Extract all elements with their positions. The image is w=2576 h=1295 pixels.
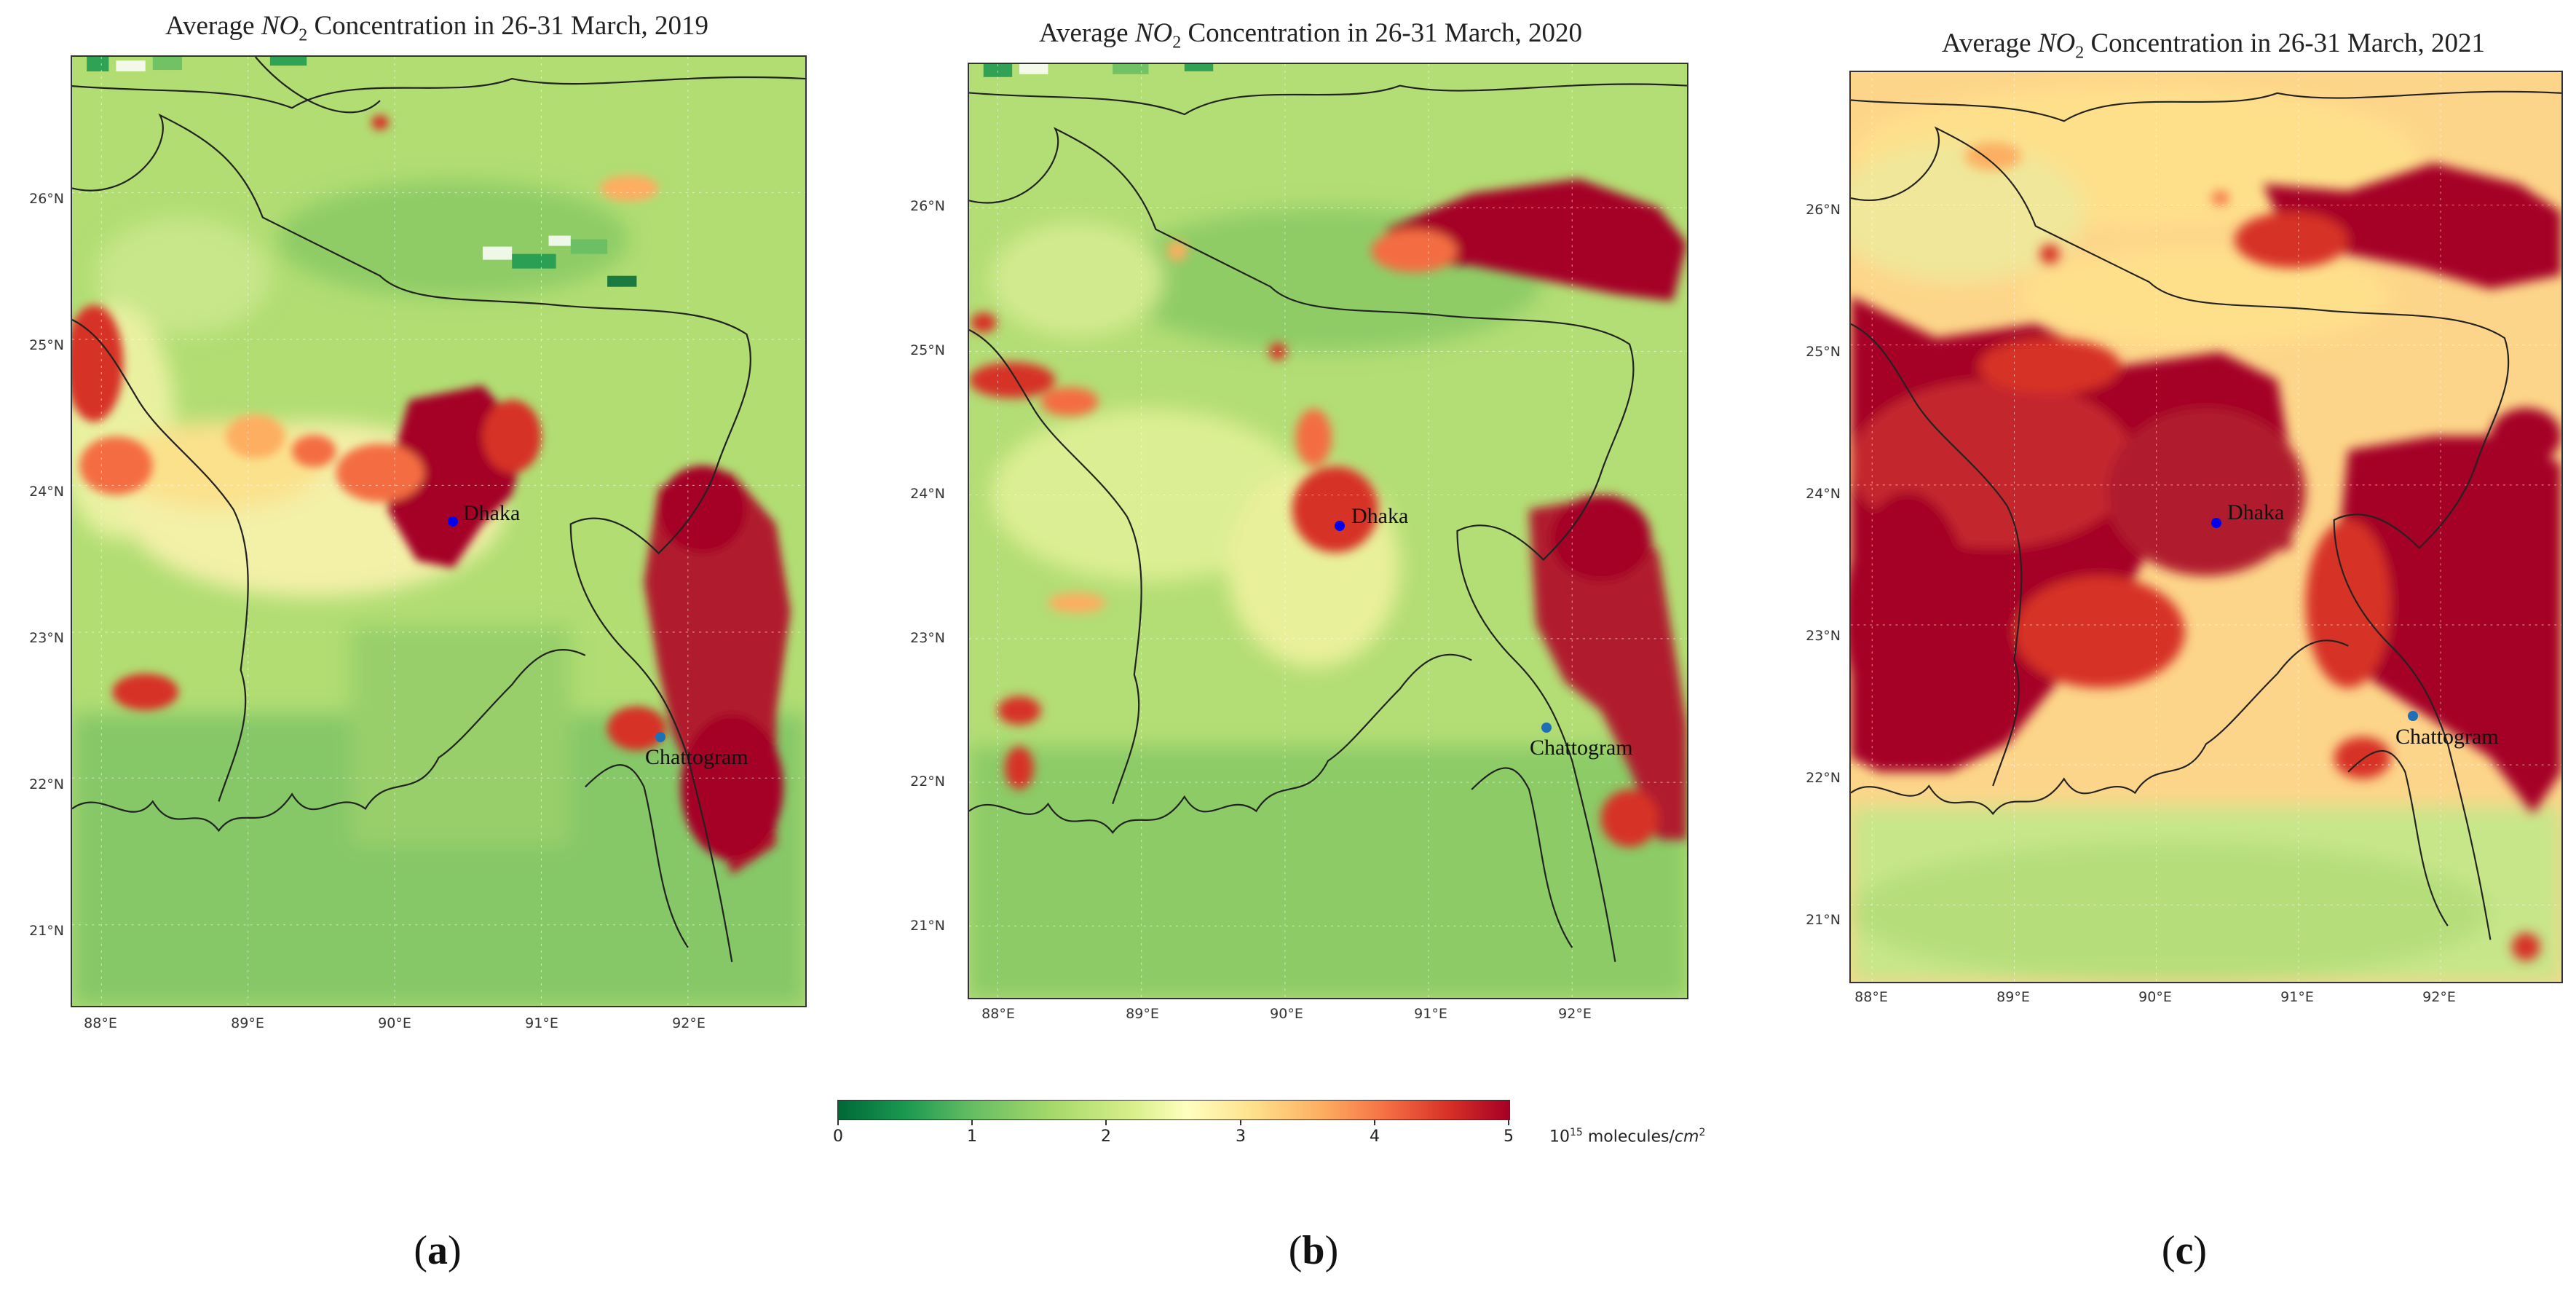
panel-label-b: (b) [1288, 1228, 1339, 1273]
lat-tick: 21°N [910, 918, 945, 934]
lat-tick: 22°N [29, 776, 64, 792]
lat-tick: 25°N [29, 337, 64, 353]
no2-map-2020: Dhaka Chattogram [968, 63, 1688, 999]
panel-title: Average NO2 Concentration in 26-31 March… [1039, 18, 1582, 52]
lon-tick: 88°E [981, 1006, 1015, 1022]
colorbar-unit-label: 1015 molecules/cm2 [1549, 1127, 1706, 1146]
city-dhaka-label: Dhaka [463, 501, 521, 525]
colorbar [837, 1100, 1510, 1120]
city-chattogram-dot [1541, 723, 1552, 733]
lat-tick: 25°N [1806, 344, 1841, 360]
lon-tick: 91°E [2280, 989, 2314, 1005]
lat-tick: 24°N [1806, 486, 1841, 502]
panel-title: Average NO2 Concentration in 26-31 March… [165, 11, 708, 45]
lat-tick: 23°N [910, 630, 945, 646]
colorbar-tick: 1 [967, 1127, 977, 1146]
lat-tick: 24°N [29, 484, 64, 500]
city-chattogram-label: Chattogram [1530, 736, 1633, 760]
lon-tick: 91°E [1414, 1006, 1447, 1022]
lat-tick: 26°N [29, 191, 64, 207]
lat-tick: 23°N [1806, 628, 1841, 644]
lat-tick: 25°N [910, 342, 945, 358]
colorbar-tick-mark [1508, 1119, 1509, 1125]
lon-tick: 88°E [84, 1015, 117, 1031]
colorbar-tick-mark [1105, 1119, 1107, 1125]
lon-tick: 89°E [1126, 1006, 1159, 1022]
no2-map-2019: Dhaka Chattogram [71, 55, 807, 1007]
city-dhaka-label: Dhaka [2227, 500, 2285, 524]
city-dhaka-dot [1335, 521, 1345, 531]
city-chattogram-dot [2408, 711, 2418, 721]
lon-tick: 89°E [1996, 989, 2030, 1005]
lon-tick: 92°E [2422, 989, 2456, 1005]
lat-tick: 23°N [29, 630, 64, 646]
lon-tick: 91°E [525, 1015, 558, 1031]
city-chattogram-label: Chattogram [2395, 725, 2499, 749]
panel-title: Average NO2 Concentration in 26-31 March… [1942, 28, 2485, 63]
lon-tick: 92°E [1558, 1006, 1592, 1022]
lat-tick: 21°N [1806, 912, 1841, 928]
panel-label-a: (a) [414, 1228, 462, 1273]
lat-tick: 22°N [910, 774, 945, 790]
lon-tick: 90°E [2138, 989, 2172, 1005]
colorbar-tick-mark [971, 1119, 973, 1125]
lat-tick: 26°N [1806, 202, 1841, 218]
lat-tick: 21°N [29, 923, 64, 939]
lat-tick: 22°N [1806, 770, 1841, 786]
colorbar-tick: 4 [1370, 1127, 1380, 1146]
colorbar-tick: 0 [833, 1127, 843, 1146]
lon-tick: 92°E [672, 1015, 706, 1031]
colorbar-tick: 3 [1236, 1127, 1246, 1146]
colorbar-tick: 5 [1504, 1127, 1514, 1146]
panel-label-c: (c) [2161, 1228, 2208, 1273]
colorbar-tick-mark [1374, 1119, 1375, 1125]
colorbar-tick-mark [1240, 1119, 1241, 1125]
city-chattogram-label: Chattogram [645, 745, 748, 769]
lon-tick: 90°E [1270, 1006, 1303, 1022]
no2-map-2021: Dhaka Chattogram [1849, 71, 2563, 983]
colorbar-tick: 2 [1101, 1127, 1111, 1146]
city-chattogram-dot [655, 732, 665, 742]
colorbar-tick-mark [837, 1119, 839, 1125]
lat-tick: 26°N [910, 198, 945, 214]
city-dhaka-dot [2211, 518, 2221, 528]
lon-tick: 90°E [378, 1015, 411, 1031]
city-dhaka-dot [448, 516, 458, 527]
city-dhaka-label: Dhaka [1351, 504, 1409, 528]
lat-tick: 24°N [910, 486, 945, 502]
lon-tick: 89°E [231, 1015, 264, 1031]
lon-tick: 88°E [1854, 989, 1888, 1005]
